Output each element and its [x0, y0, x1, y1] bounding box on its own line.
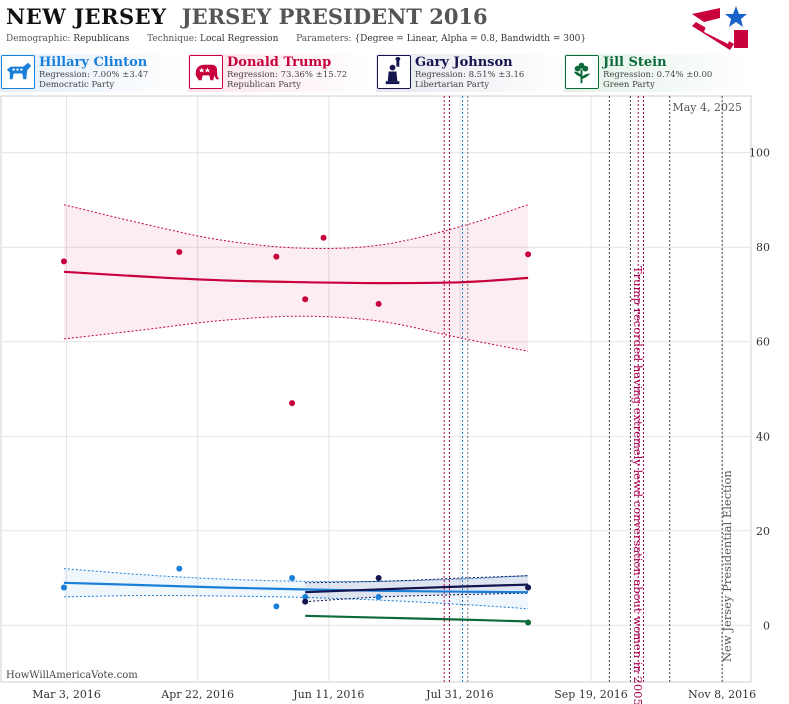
y-tick-label: 0 [763, 619, 770, 632]
state-title: NEW JERSEY [6, 4, 167, 29]
fit-line [305, 583, 529, 594]
poll-point [289, 400, 296, 407]
poll-point [302, 593, 309, 600]
confidence-band [63, 204, 529, 352]
poll-point [375, 593, 382, 600]
liberty-statue-icon [377, 55, 411, 89]
y-tick-label: 20 [756, 525, 770, 538]
parameters-line: Demographic: Republicans Technique: Loca… [6, 34, 586, 44]
elephant-icon [189, 55, 223, 89]
race-title: JERSEY PRESIDENT 2016 [181, 4, 488, 29]
legend-party: Libertarian Party [415, 80, 490, 90]
y-tick-label: 40 [756, 430, 770, 443]
parameters-label: Parameters: [296, 34, 352, 44]
poll-point [375, 575, 382, 582]
lower-bound-line [63, 315, 529, 352]
legend-regression: Regression: 8.51% ±3.16 [415, 70, 525, 80]
upper-bound-line [305, 575, 529, 584]
x-tick-label: Apr 22, 2016 [160, 688, 234, 701]
technique-label: Technique: [147, 34, 198, 44]
poll-point [525, 251, 532, 258]
legend-name: Donald Trump [227, 55, 332, 70]
date-label: May 4, 2025 [672, 101, 742, 114]
legend-party: Democratic Party [39, 80, 115, 90]
y-tick-label: 60 [756, 336, 770, 349]
poll-point [525, 584, 532, 591]
legend-name: Hillary Clinton [39, 55, 148, 70]
y-tick-label: 100 [749, 147, 770, 160]
axis-labels: 0 20 40 60 80 100 Mar 3, 2016 Apr 22, 2016 Jun 1… [32, 147, 770, 701]
fit-line [305, 614, 529, 623]
x-tick-label: Sep 19, 2016 [554, 688, 628, 701]
lower-bound-line [305, 592, 529, 603]
flower-icon [565, 55, 599, 89]
candidate-legend: Hillary Clinton Regression: 7.00% ±3.47 … [0, 54, 789, 94]
technique-value: Local Regression [200, 34, 279, 44]
poll-point [302, 296, 309, 303]
parameters-value: {Degree = Linear, Alpha = 0.8, Bandwidth… [354, 34, 587, 44]
poll-point [273, 253, 280, 260]
grid-lines [1, 96, 751, 682]
fit-line [63, 270, 529, 285]
legend-item-clinton: Hillary Clinton Regression: 7.00% ±3.47 … [0, 54, 185, 92]
legend-regression: Regression: 7.00% ±3.47 [39, 70, 149, 80]
watermark: HowWillAmericaVote.com [6, 670, 138, 681]
x-tick-label: Jul 31, 2016 [425, 688, 494, 701]
poll-point [176, 565, 183, 572]
poll-point [273, 603, 280, 610]
poll-point [176, 248, 183, 255]
legend-regression: Regression: 0.74% ±0.00 [603, 70, 713, 80]
legend-party: Republican Party [227, 80, 301, 90]
poll-point [302, 598, 309, 605]
legend-regression: Regression: 73.36% ±15.72 [227, 70, 348, 80]
donkey-icon [1, 55, 35, 89]
regression-lines [63, 270, 529, 623]
confidence-bands [63, 204, 529, 610]
demographic-value: Republicans [73, 34, 130, 44]
x-tick-label: Nov 8, 2016 [688, 688, 756, 701]
demographic-label: Demographic: [6, 34, 71, 44]
poll-point [60, 584, 67, 591]
legend-item-stein: Jill Stein Regression: 0.74% ±0.00 Green… [564, 54, 749, 92]
poll-point [60, 258, 67, 265]
legend-name: Jill Stein [603, 55, 667, 70]
legend-item-trump: Donald Trump Regression: 73.36% ±15.72 R… [188, 54, 373, 92]
poll-point [289, 575, 296, 582]
site-logo [692, 6, 748, 50]
poll-points [60, 234, 532, 626]
poll-point [375, 300, 382, 307]
fit-line [63, 581, 529, 594]
upper-bound-line [63, 204, 529, 250]
poll-point [525, 619, 532, 626]
event-lines: Trump recorded having extremely lewd con… [443, 96, 734, 704]
event-label: Trump recorded having extremely lewd con… [631, 266, 645, 704]
poll-point [320, 234, 327, 241]
legend-name: Gary Johnson [415, 55, 513, 70]
legend-item-johnson: Gary Johnson Regression: 8.51% ±3.16 Lib… [376, 54, 561, 92]
plot-frame [0, 95, 752, 683]
x-tick-label: Mar 3, 2016 [32, 688, 101, 701]
x-tick-label: Jun 11, 2016 [292, 688, 364, 701]
chart-title: NEW JERSEY JERSEY PRESIDENT 2016 [6, 4, 488, 29]
event-label: New Jersey Presidential Election [720, 470, 734, 662]
y-tick-label: 80 [756, 241, 770, 254]
legend-party: Green Party [603, 80, 655, 90]
